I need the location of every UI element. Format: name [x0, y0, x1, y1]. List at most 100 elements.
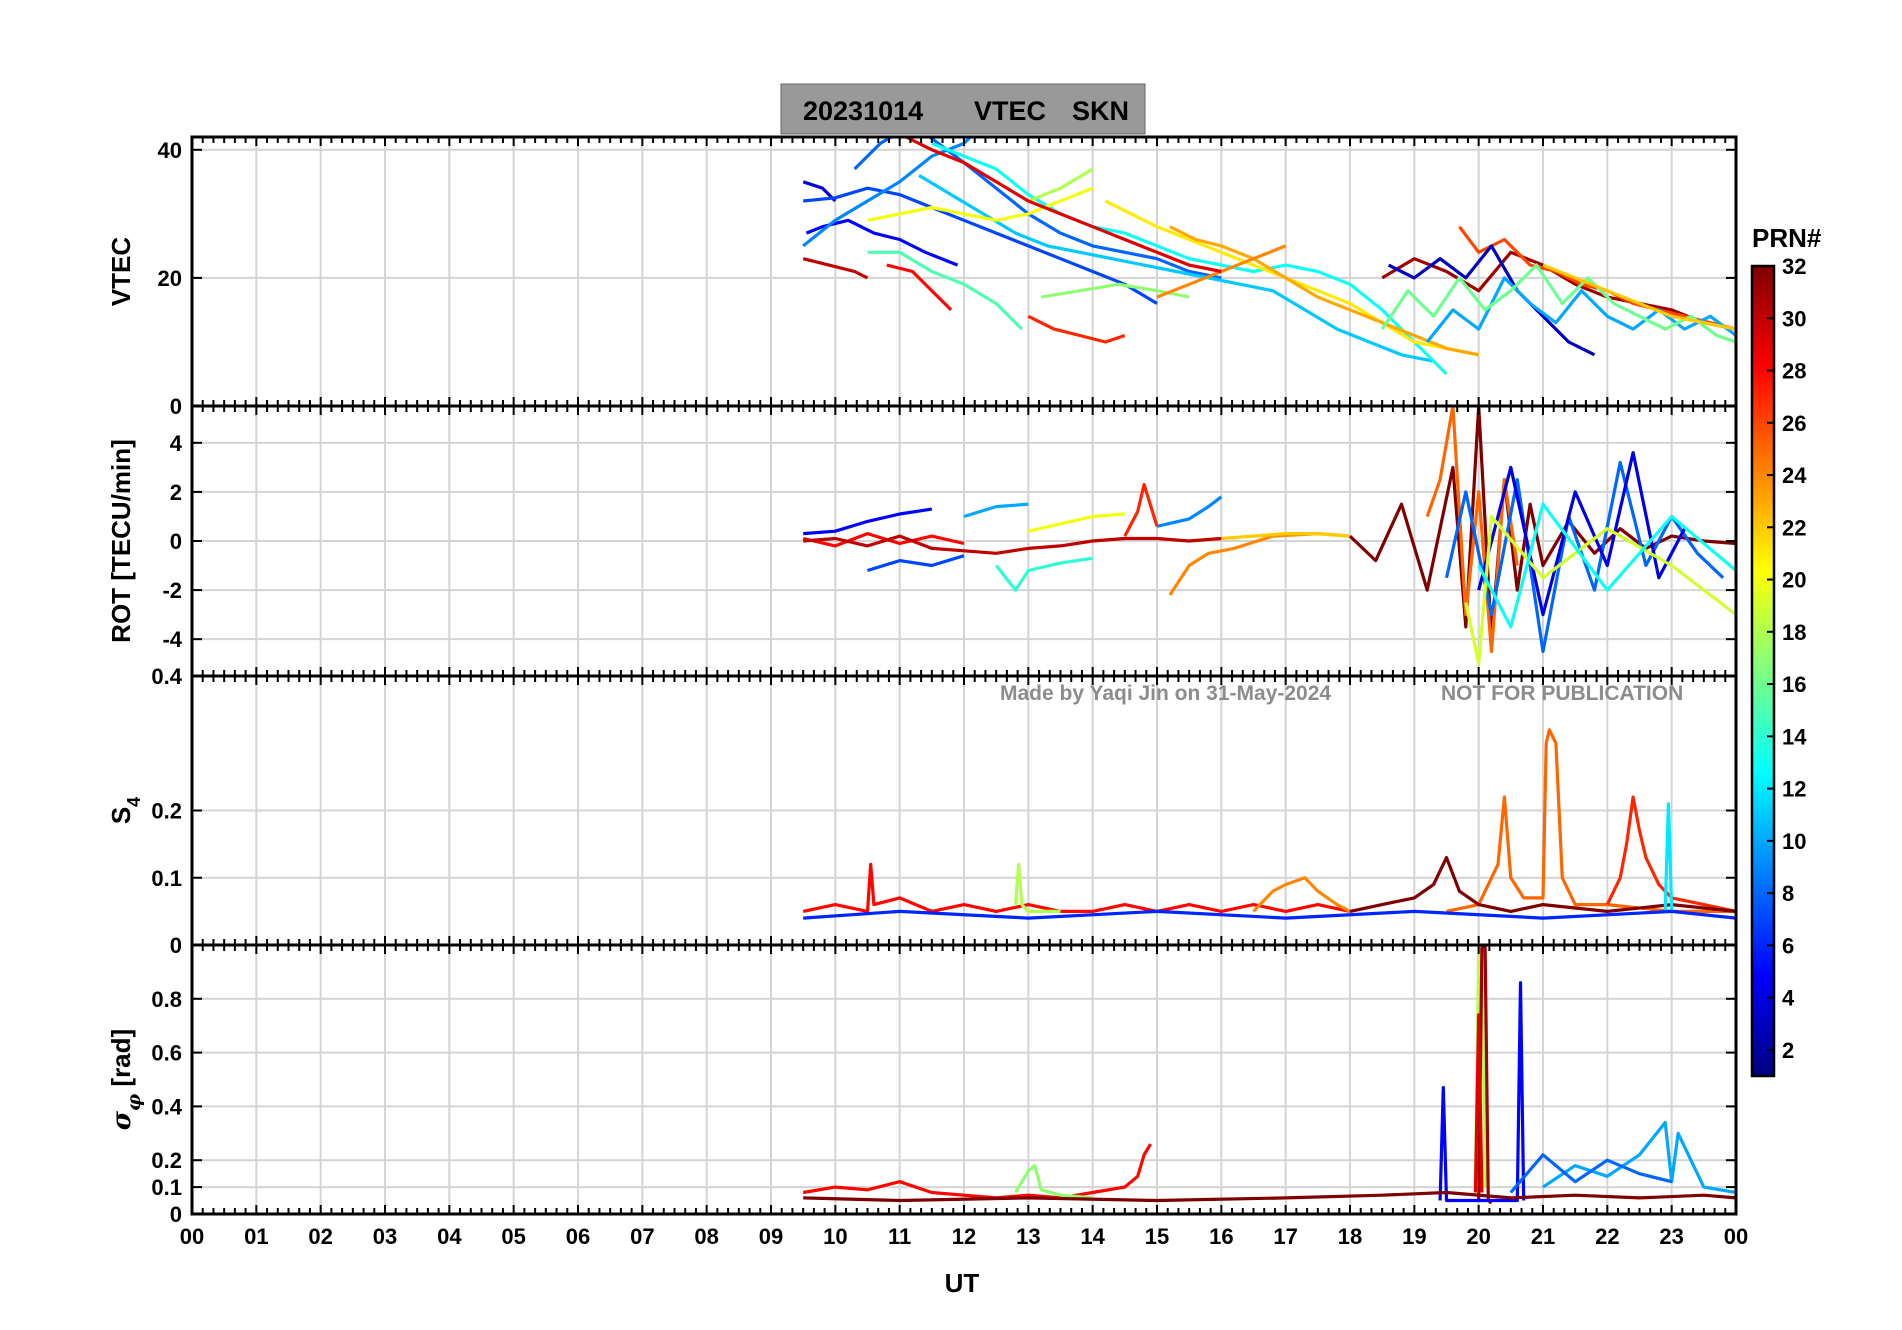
series-prn-6 — [803, 909, 1736, 920]
x-tick-label: 04 — [437, 1224, 462, 1249]
series-prn-29 — [1473, 1013, 1484, 1193]
series-prn-13 — [931, 141, 1448, 376]
series-prn-28 — [886, 263, 953, 312]
y-axis-label: ROT [TECU/min] — [106, 439, 136, 643]
series-prn-32 — [803, 1190, 1736, 1203]
series-prn-7 — [803, 186, 1158, 305]
series-prn-11 — [918, 174, 1434, 363]
series-prn-8 — [1509, 1153, 1673, 1194]
y-tick-label: 40 — [158, 138, 182, 163]
series-prn-15 — [867, 250, 1024, 331]
x-tick-label: 08 — [694, 1224, 718, 1249]
series-prn-28 — [802, 531, 965, 548]
x-tick-label: 20 — [1466, 1224, 1490, 1249]
colorbar-bar — [1750, 264, 1776, 1078]
y-tick-label: 0.1 — [151, 866, 182, 891]
series-prn-25 — [1446, 728, 1736, 914]
series-group — [802, 945, 1736, 1205]
y-tick-label: 0 — [170, 529, 182, 554]
colorbar-tick-label: 4 — [1782, 986, 1795, 1011]
series-prn-13 — [1477, 502, 1736, 629]
title-quantity: VTEC — [974, 96, 1046, 126]
series-prn-23 — [1169, 225, 1480, 357]
series-prn-22 — [1542, 263, 1736, 331]
y-tick-label: 0.4 — [151, 664, 182, 689]
y-tick-label: -4 — [162, 627, 182, 652]
x-tick-label: 17 — [1273, 1224, 1297, 1249]
series-prn-32 — [1349, 855, 1736, 914]
x-tick-label: 18 — [1338, 1224, 1362, 1249]
x-tick-label: 01 — [244, 1224, 268, 1249]
series-prn-9 — [802, 137, 973, 248]
series-prn-14 — [994, 556, 1093, 592]
series-prn-17 — [1014, 1163, 1093, 1200]
y-tick-label: 0.2 — [151, 799, 182, 824]
x-tick-label: 07 — [630, 1224, 654, 1249]
colorbar-tick-label: 16 — [1782, 672, 1806, 697]
series-prn-5 — [803, 507, 933, 536]
x-tick-label: 00 — [180, 1224, 204, 1249]
y-axis-label: VTEC — [106, 237, 136, 307]
y-tick-label: 0.2 — [151, 1148, 182, 1173]
x-axis-label: UT — [945, 1268, 980, 1298]
y-axis-label: σφ [rad] — [106, 1029, 145, 1130]
colorbar-tick-label: 12 — [1782, 777, 1806, 802]
x-tick-label: 19 — [1402, 1224, 1426, 1249]
title-box — [780, 83, 1146, 135]
series-prn-25 — [1425, 406, 1519, 654]
series-prn-28 — [802, 1143, 1152, 1200]
title-date: 20231014 — [803, 96, 923, 126]
y-axis-label: S4 — [106, 797, 144, 824]
panel-sigphi: 00.10.2 0.4 0.6 0.8σφ [rad] — [106, 943, 1738, 1227]
colorbar-tick-label: 32 — [1782, 254, 1806, 279]
x-tick-label: 00 — [1724, 1224, 1748, 1249]
series-prn-7 — [867, 554, 965, 573]
x-tick-label: 10 — [823, 1224, 847, 1249]
series-group — [802, 728, 1736, 920]
x-tick-label: 09 — [759, 1224, 783, 1249]
colorbar-tick-label: 28 — [1782, 359, 1806, 384]
colorbar-tick-label: 2 — [1782, 1038, 1794, 1063]
x-tick-label: 21 — [1531, 1224, 1555, 1249]
panel-rot: -4 -2 0 2 4 ROT [TECU/min] — [106, 404, 1738, 678]
series-prn-9 — [1156, 495, 1223, 528]
series-prn-24 — [1252, 876, 1351, 913]
series-prn-30 — [802, 257, 869, 280]
y-tick-label: -2 — [162, 578, 182, 603]
series-prn-27 — [1605, 795, 1736, 913]
x-tick-label: 16 — [1209, 1224, 1233, 1249]
y-tick-label: 0.8 — [151, 987, 182, 1012]
series-prn-5 — [805, 218, 959, 267]
watermark-author: Made by Yaqi Jin on 31-May-2024 — [1000, 682, 1331, 705]
colorbar-tick-label: 20 — [1782, 568, 1806, 593]
series-prn-18 — [1027, 167, 1094, 203]
series-prn-24 — [1168, 531, 1351, 596]
x-tick-label: 22 — [1595, 1224, 1619, 1249]
series-prn-28 — [802, 862, 1351, 914]
series-prn-30 — [803, 534, 1222, 555]
y-tick-label: 20 — [158, 266, 182, 291]
colorbar-tick-label: 8 — [1782, 881, 1794, 906]
colorbar-label: PRN# — [1752, 223, 1822, 253]
series-prn-19 — [1464, 514, 1736, 666]
y-tick-label: 0.6 — [151, 1041, 182, 1066]
series-group — [802, 406, 1736, 666]
colorbar-tick-label: 6 — [1782, 933, 1794, 958]
panel-vtec: 0 20 40 VTEC — [106, 135, 1738, 419]
watermark-notice: NOT FOR PUBLICATION — [1441, 682, 1683, 705]
colorbar-tick-label: 26 — [1782, 411, 1806, 436]
colorbar-tick-label: 10 — [1782, 829, 1806, 854]
series-prn-20 — [867, 186, 1094, 222]
y-tick-label: 0.4 — [151, 1094, 182, 1119]
series-prn-27 — [1027, 314, 1126, 344]
x-tick-label: 23 — [1659, 1224, 1683, 1249]
panel-s4: 0 0.1 0.2 0.4 S4 — [106, 664, 1738, 958]
y-tick-label: 0 — [170, 1202, 182, 1227]
x-tick-label: 15 — [1145, 1224, 1169, 1249]
colorbar-tick-label: 14 — [1782, 724, 1807, 749]
x-tick-label: 11 — [888, 1224, 911, 1249]
y-tick-label: 0 — [170, 394, 182, 419]
